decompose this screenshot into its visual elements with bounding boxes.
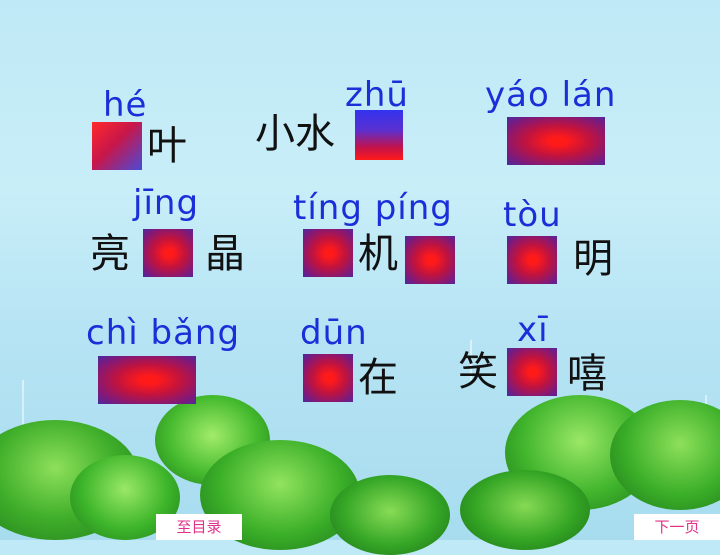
pinyin-tingping: tíng píng <box>293 188 453 228</box>
blank-box-he[interactable] <box>92 122 142 170</box>
rain-streak <box>22 380 24 440</box>
hanzi-xi: 嘻 <box>567 351 607 397</box>
hanzi-ji: 机 <box>358 231 398 277</box>
lotus-leaf <box>330 475 450 555</box>
lotus-leaf <box>460 470 590 550</box>
blank-box-zhu[interactable] <box>355 110 403 160</box>
hanzi-xiao: 笑 <box>458 349 498 395</box>
pinyin-yaolan: yáo lán <box>485 75 617 115</box>
hanzi-xiaoshui: 小水 <box>255 111 335 157</box>
pinyin-dun: dūn <box>300 313 368 353</box>
blank-box-dun[interactable] <box>303 354 353 402</box>
pinyin-jing: jīng <box>133 183 200 223</box>
hanzi-ming: 明 <box>573 236 613 282</box>
hanzi-jing: 晶 <box>205 231 245 277</box>
hanzi-ye: 叶 <box>147 123 187 169</box>
pinyin-tou: tòu <box>503 195 562 235</box>
blank-box-chibang[interactable] <box>98 356 196 404</box>
blank-box-tou[interactable] <box>507 236 557 284</box>
rain-streak <box>470 340 472 380</box>
blank-box-jing[interactable] <box>143 229 193 277</box>
blank-box-xi[interactable] <box>507 348 557 396</box>
hanzi-liang: 亮 <box>90 231 130 277</box>
hanzi-zai: 在 <box>358 355 398 401</box>
toc-button[interactable]: 至目录 <box>156 514 242 540</box>
blank-box-ting[interactable] <box>303 229 353 277</box>
pinyin-chibang: chì bǎng <box>86 313 241 353</box>
pinyin-xi: xī <box>517 310 549 350</box>
pinyin-he: hé <box>103 85 148 125</box>
blank-box-yaolan[interactable] <box>507 117 605 165</box>
pinyin-zhu: zhū <box>345 75 409 115</box>
blank-box-ping[interactable] <box>405 236 455 284</box>
next-page-button[interactable]: 下一页 <box>634 514 720 540</box>
lotus-leaf <box>610 400 720 510</box>
